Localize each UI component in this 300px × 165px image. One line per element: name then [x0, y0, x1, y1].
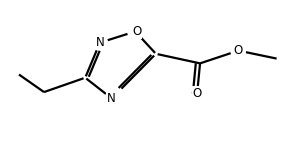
Text: N: N: [107, 92, 116, 105]
Text: O: O: [234, 44, 243, 57]
Text: O: O: [193, 87, 202, 100]
Text: N: N: [96, 36, 104, 49]
Text: O: O: [132, 25, 141, 38]
